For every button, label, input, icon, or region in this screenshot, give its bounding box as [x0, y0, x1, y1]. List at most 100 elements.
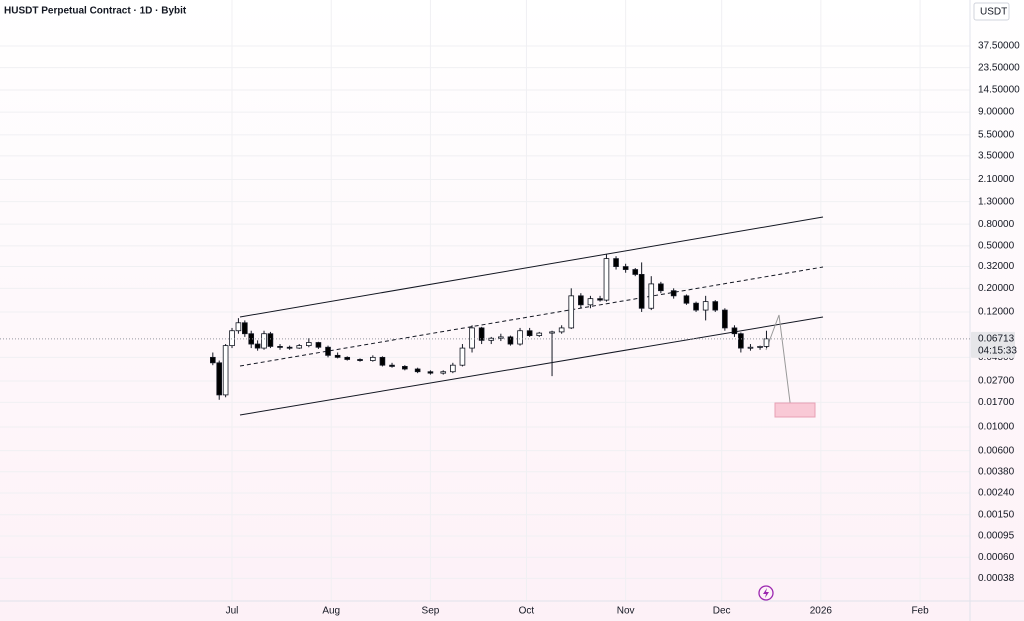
x-tick-label: Dec — [713, 606, 731, 617]
candle-body — [325, 346, 331, 356]
y-tick-label: 5.50000 — [978, 130, 1015, 141]
candle-body — [683, 295, 690, 304]
countdown-label: 04:15:33 — [978, 345, 1017, 356]
candle-body — [558, 327, 565, 333]
candle-body — [738, 333, 744, 349]
candle-body — [242, 322, 248, 335]
candle-body — [414, 368, 421, 373]
candle-body — [670, 290, 677, 297]
y-tick-label: 0.00038 — [978, 573, 1015, 584]
candle-body — [578, 295, 584, 306]
candle-body — [379, 356, 386, 366]
alert-icon[interactable] — [758, 585, 774, 601]
y-tick-label: 0.00095 — [978, 531, 1015, 542]
x-tick-label: Sep — [422, 606, 440, 617]
candle-body — [693, 302, 699, 311]
chart-title: HUSDT Perpetual Contract · 1D · Bybit — [4, 6, 187, 17]
y-tick-label: 9.00000 — [978, 107, 1015, 118]
candle-body — [507, 336, 514, 345]
y-tick-label: 14.50000 — [978, 85, 1020, 96]
candle-body — [517, 330, 523, 345]
channel-upper — [239, 216, 824, 318]
candle-body — [731, 327, 738, 335]
candle-body — [389, 364, 395, 367]
y-tick-label: 0.20000 — [978, 283, 1015, 294]
drawings — [239, 216, 824, 418]
candle-body — [638, 274, 645, 309]
candle-body — [648, 283, 655, 309]
candle-body — [702, 301, 709, 311]
candle-body — [747, 346, 754, 349]
y-tick-label: 1.30000 — [978, 196, 1015, 207]
candle-body — [549, 331, 555, 334]
y-tick-label: 0.00380 — [978, 466, 1015, 477]
y-tick-label: 0.01700 — [978, 397, 1015, 408]
candle-body — [248, 333, 255, 345]
candle-body — [568, 295, 575, 329]
y-tick-label: 0.12000 — [978, 307, 1015, 318]
y-tick-label: 0.80000 — [978, 219, 1015, 230]
candle-body — [222, 345, 229, 396]
candle-body — [488, 337, 495, 341]
candle-body — [216, 362, 223, 396]
y-tick-label: 0.00240 — [978, 488, 1015, 499]
x-tick-label: Jul — [226, 606, 239, 617]
alert-icon-bolt — [763, 588, 769, 598]
candle-body — [277, 346, 283, 348]
candle-body — [402, 366, 408, 370]
y-tick-label: 0.00060 — [978, 552, 1015, 563]
candle-body — [306, 342, 312, 347]
y-tick-label: 0.01000 — [978, 422, 1015, 433]
candle-body — [469, 327, 475, 349]
candle-body — [526, 330, 533, 337]
candle-body — [427, 371, 434, 374]
candle-body — [235, 322, 242, 332]
candle-body — [229, 330, 235, 347]
candle-body — [658, 283, 664, 292]
currency-box[interactable] — [973, 2, 1010, 21]
y-tick-label: 3.50000 — [978, 150, 1015, 161]
candle-body — [712, 301, 719, 311]
candle-body — [459, 347, 466, 366]
y-tick-label: 0.32000 — [978, 261, 1015, 272]
candle-body — [370, 356, 376, 361]
projection-arrow — [765, 314, 792, 411]
y-tick-label: 2.10000 — [978, 174, 1015, 185]
candle-body — [315, 342, 322, 348]
y-tick-label: 0.02700 — [978, 376, 1015, 387]
candle-body — [632, 269, 639, 275]
candle-body — [613, 258, 619, 267]
candle-body — [286, 346, 293, 349]
candle-body — [757, 346, 763, 348]
candle-body — [210, 356, 216, 364]
last-price-label: 0.06713 — [978, 333, 1015, 344]
x-tick-label: Aug — [322, 606, 340, 617]
candle-body — [450, 364, 456, 373]
x-tick-label: Feb — [911, 606, 929, 617]
y-tick-label: 23.50000 — [978, 62, 1020, 73]
candle-body — [261, 333, 267, 349]
candle-body — [334, 354, 341, 358]
candle-body — [722, 309, 728, 329]
candle-body — [357, 359, 363, 361]
y-tick-label: 0.50000 — [978, 241, 1015, 252]
candle-body — [603, 258, 610, 301]
candle-body — [587, 298, 594, 306]
candle-body — [344, 356, 351, 360]
candle-body — [597, 298, 603, 301]
candle-body — [498, 336, 504, 339]
channel-lower — [239, 316, 824, 416]
candle-body — [536, 332, 543, 337]
candle-body — [478, 327, 485, 341]
y-tick-label: 0.00600 — [978, 445, 1015, 456]
currency-label[interactable]: USDT — [980, 7, 1007, 18]
y-tick-label: 37.50000 — [978, 41, 1020, 52]
y-tick-label: 0.00150 — [978, 509, 1015, 520]
x-tick-label: Oct — [519, 606, 535, 617]
candle-body — [622, 266, 629, 270]
x-tick-label: Nov — [617, 606, 635, 617]
candle-body — [296, 345, 303, 349]
candle-body — [440, 371, 447, 374]
